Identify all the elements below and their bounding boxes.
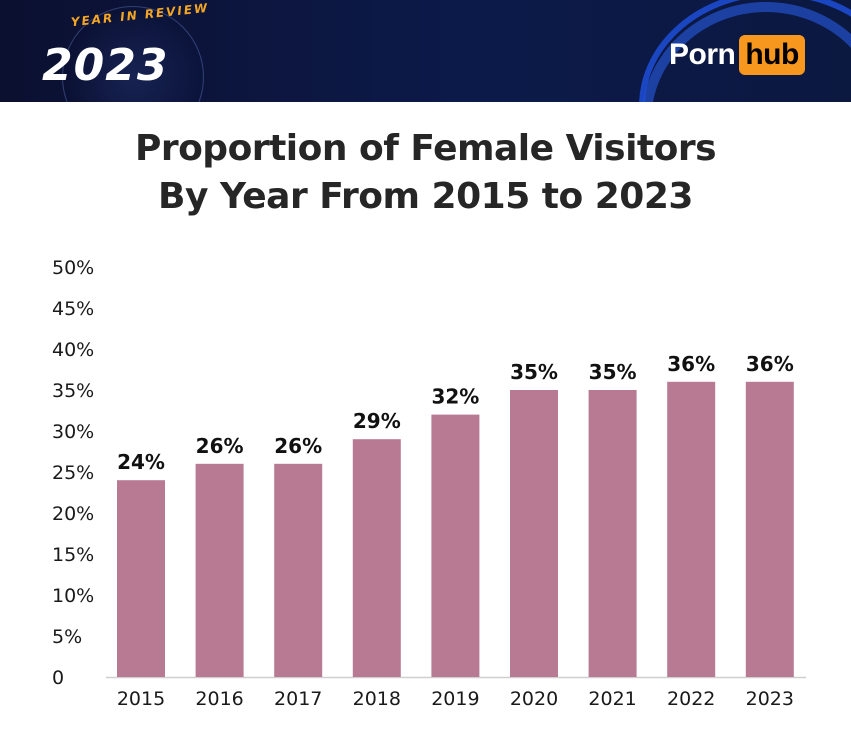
bar	[745, 381, 794, 677]
y-tick-label: 20%	[52, 503, 94, 525]
y-tick-label: 15%	[52, 544, 94, 566]
data-label: 36%	[667, 352, 715, 376]
x-tick-label: 2022	[667, 688, 715, 710]
x-tick-label: 2023	[746, 688, 794, 710]
y-tick-label: 25%	[52, 462, 94, 484]
bar	[510, 390, 558, 677]
data-label: 35%	[510, 360, 558, 384]
bar	[588, 390, 637, 677]
header-banner: YEAR IN REVIEW 2023 Porn hub	[0, 0, 851, 102]
data-label: 24%	[117, 450, 165, 474]
x-tick-label: 2018	[353, 688, 401, 710]
y-tick-label: 50%	[52, 257, 94, 279]
x-tick-label: 2021	[588, 688, 636, 710]
x-tick-label: 2015	[117, 688, 165, 710]
y-tick-label: 35%	[52, 380, 94, 402]
brand-logo: Porn hub	[669, 34, 805, 76]
y-tick-label: 0	[52, 667, 64, 689]
data-label: 26%	[274, 434, 322, 458]
brand-logo-badge: hub	[739, 35, 805, 75]
bar	[117, 480, 165, 677]
y-tick-label: 10%	[52, 585, 94, 607]
data-label: 35%	[589, 360, 637, 384]
data-label: 29%	[353, 409, 401, 433]
x-tick-label: 2020	[510, 688, 558, 710]
x-tick-label: 2017	[274, 688, 322, 710]
bar	[667, 381, 716, 677]
brand-logo-text: Porn	[669, 38, 736, 71]
y-tick-label: 45%	[52, 298, 94, 320]
chart-title-line-2: By Year From 2015 to 2023	[158, 176, 693, 217]
y-tick-label: 5%	[52, 626, 82, 648]
bar	[352, 439, 401, 677]
data-label: 32%	[431, 385, 479, 409]
chart-title-line-1: Proportion of Female Visitors	[134, 128, 717, 169]
bar	[195, 463, 244, 677]
data-label: 36%	[746, 352, 794, 376]
data-label: 26%	[196, 434, 244, 458]
x-tick-label: 2016	[195, 688, 243, 710]
bar	[431, 414, 480, 677]
bar	[274, 463, 323, 677]
x-tick-label: 2019	[431, 688, 479, 710]
year-in-review-year: 2023	[42, 40, 169, 91]
y-tick-label: 30%	[52, 421, 94, 443]
y-tick-label: 40%	[52, 339, 94, 361]
